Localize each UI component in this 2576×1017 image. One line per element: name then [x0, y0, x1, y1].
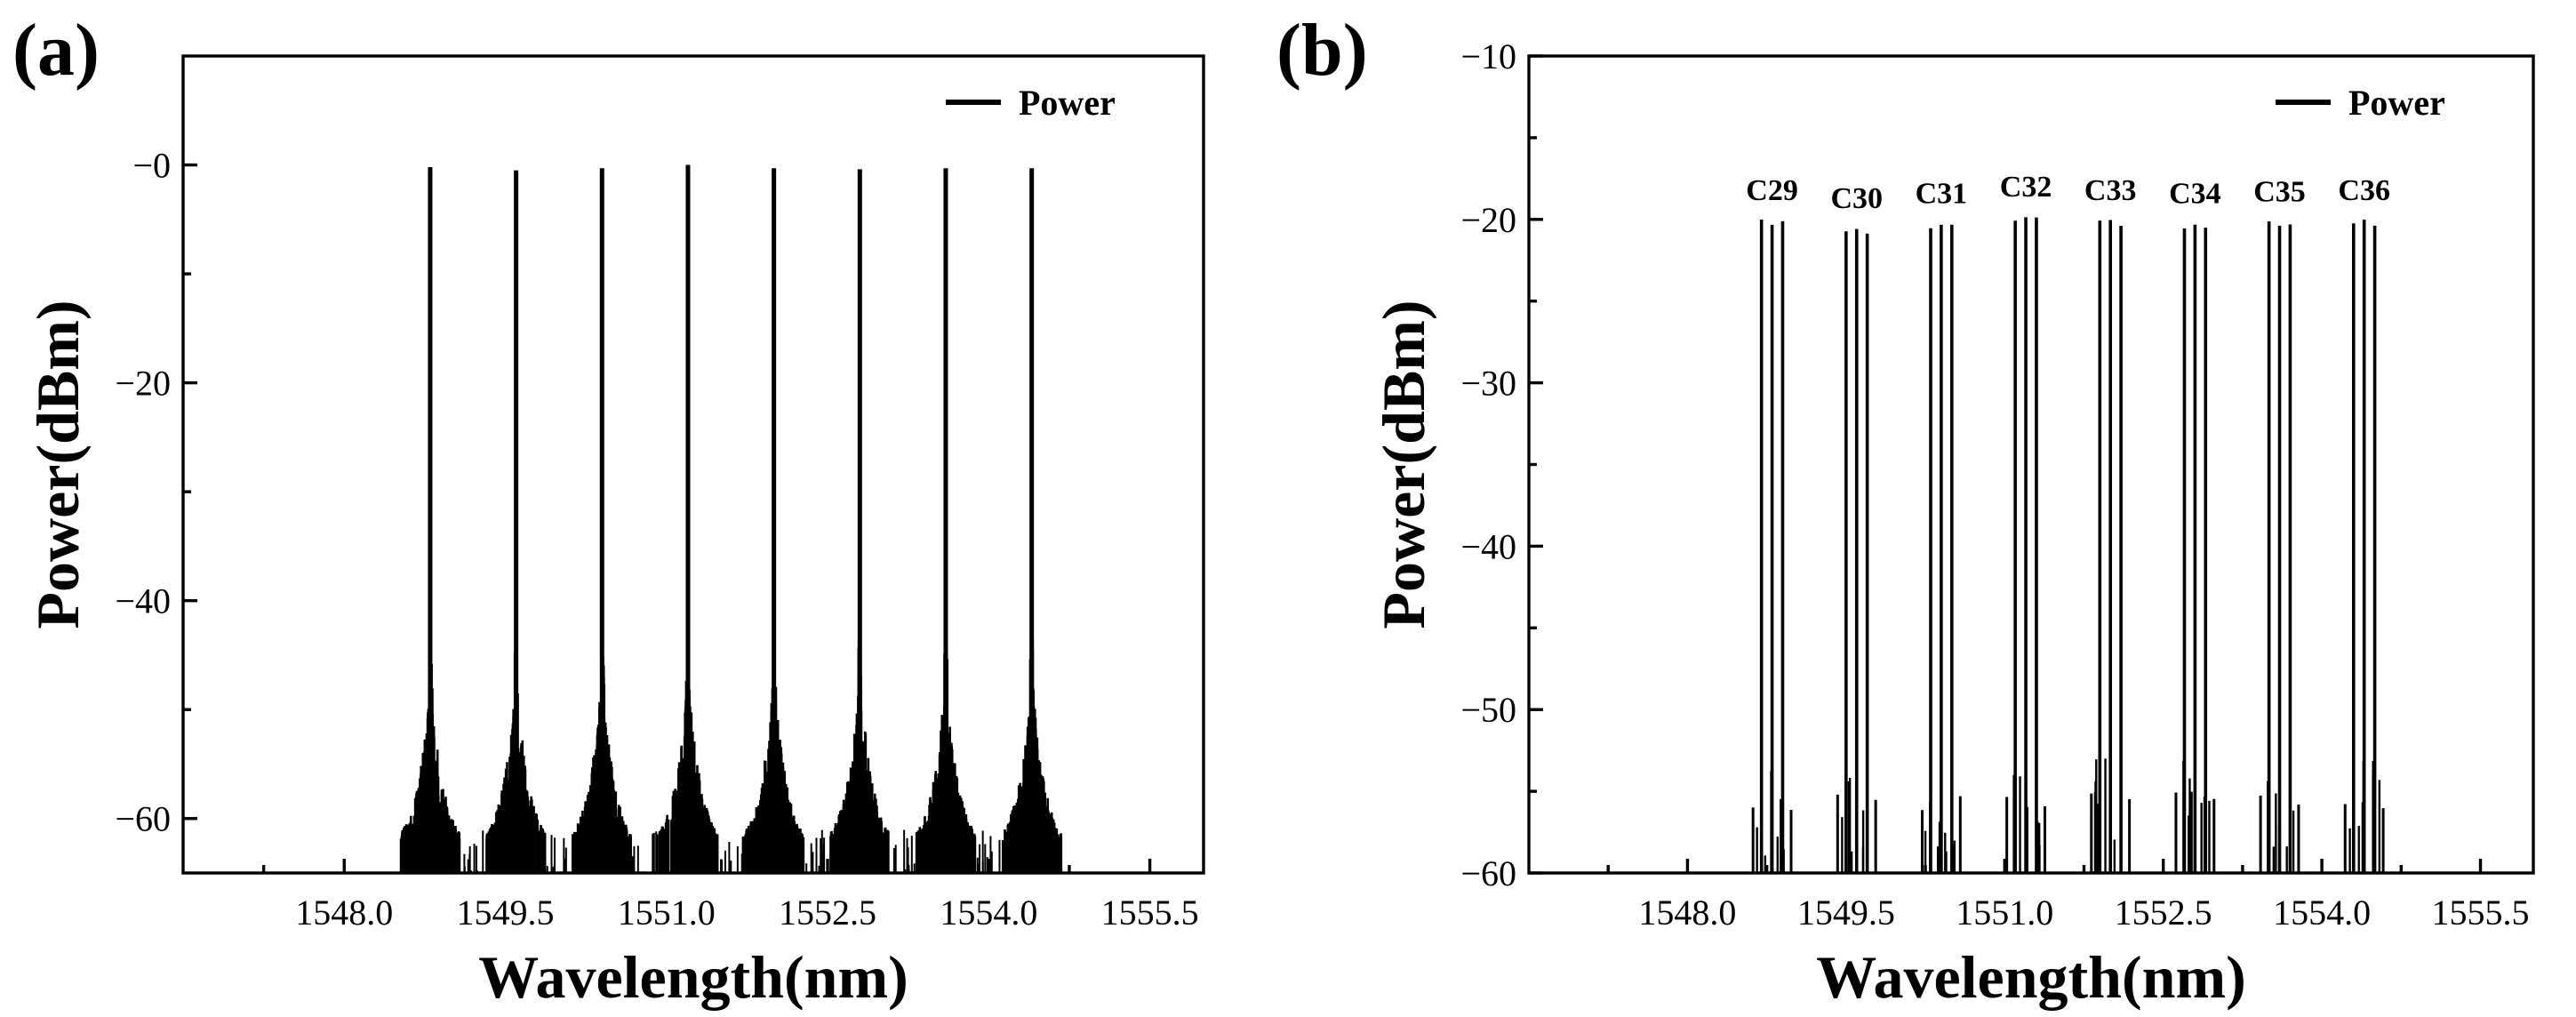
channel-C30	[1836, 228, 1877, 873]
y-tick-label: −60	[1460, 853, 1516, 893]
x-tick-label: 1554.0	[2273, 893, 2371, 933]
channel-C33	[2090, 220, 2132, 873]
channel-label: C34	[2169, 177, 2221, 210]
peak-3	[571, 168, 659, 873]
y-tick-label: −20	[115, 364, 171, 404]
y-tick-label: −20	[1460, 200, 1516, 240]
y-tick-label: −40	[1460, 526, 1516, 566]
y-tick-label: −50	[1460, 690, 1516, 730]
y-tick-label: −40	[115, 581, 171, 621]
y-axis-title-b: Power(dBm)	[1370, 300, 1437, 629]
channel-C31	[1920, 224, 1962, 873]
panel-label-b: (b)	[1276, 9, 1368, 92]
y-tick-label: −30	[1460, 364, 1516, 404]
channel-label: C33	[2084, 174, 2137, 207]
channel-label: C35	[2253, 176, 2306, 209]
x-axis-title-a: Wavelength(nm)	[478, 943, 908, 1011]
channel-label: C29	[1746, 174, 1798, 207]
channel-C32	[2005, 217, 2046, 873]
x-tick-label: 1551.0	[618, 893, 716, 933]
channel-label: C30	[1830, 182, 1883, 215]
channel-label: C32	[2000, 171, 2052, 204]
legend-label-b: Power	[2348, 83, 2445, 123]
legend-a: Power	[946, 83, 1116, 123]
peak-8	[1001, 168, 1063, 873]
spectrum-trace-b	[1751, 217, 2385, 873]
peak-6	[829, 169, 916, 873]
x-tick-label: 1552.5	[779, 893, 876, 933]
x-tick-label: 1549.5	[1797, 893, 1895, 933]
panel-a: (a) 1548.0 1549.5 1551.0 1552.5 1554.0 1555.5…	[12, 9, 1205, 1011]
legend-b: Power	[2276, 83, 2445, 123]
y-tick-label: −10	[1460, 36, 1516, 76]
x-tick-label: 1551.0	[1956, 893, 2053, 933]
x-tick-label: 1554.0	[940, 893, 1037, 933]
x-tick-label: 1548.0	[1638, 893, 1736, 933]
channel-label: C31	[1916, 177, 1968, 210]
channel-labels-b: C29 C30 C31 C32 C33 C34 C35 C36	[1746, 171, 2390, 215]
peak-2	[485, 170, 569, 873]
peak-1	[399, 166, 484, 873]
peak-7	[915, 168, 1001, 873]
panel-b: (b) C29 C30 C31 C32 C33 C34 C35 C36 1548.0 1549.…	[1276, 9, 2535, 1011]
x-tick-label: 1555.5	[2432, 893, 2530, 933]
y-axis-title-a: Power(dBm)	[24, 300, 92, 629]
x-tick-label: 1552.5	[2115, 893, 2212, 933]
spectrum-trace-a	[183, 164, 1063, 874]
peak-4	[658, 164, 744, 873]
y-tick-label: −60	[115, 799, 171, 839]
channel-C34	[2174, 224, 2216, 873]
y-ticks-b: −60 −50 −40 −30 −20 −10	[1460, 36, 1543, 893]
peak-5	[743, 168, 826, 873]
y-ticks-a: −60 −40 −20 −0	[115, 146, 197, 839]
x-ticks-b: 1548.0 1549.5 1551.0 1552.5 1554.0 1555.5	[1606, 859, 2530, 933]
legend-label-a: Power	[1019, 83, 1116, 123]
x-axis-title-b: Wavelength(nm)	[1816, 943, 2246, 1011]
x-tick-label: 1548.0	[295, 893, 393, 933]
y-tick-label: −0	[132, 146, 171, 186]
channel-C29	[1751, 220, 1793, 873]
x-tick-label: 1555.5	[1101, 893, 1199, 933]
panel-label-a: (a)	[12, 9, 100, 92]
channel-C35	[2259, 221, 2300, 873]
channel-label: C36	[2338, 174, 2390, 207]
plot-frame-a	[181, 54, 1205, 875]
x-ticks-a: 1548.0 1549.5 1551.0 1552.5 1554.0 1555.5	[261, 859, 1199, 933]
x-tick-label: 1549.5	[457, 893, 555, 933]
channel-C36	[2343, 220, 2385, 873]
